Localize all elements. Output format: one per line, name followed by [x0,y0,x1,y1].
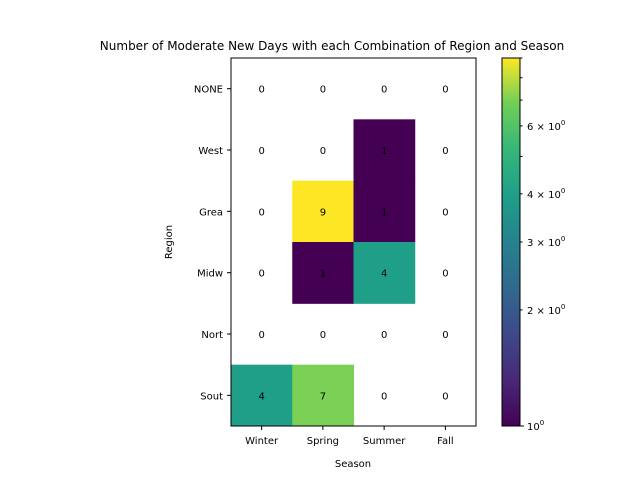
plot-frame [230,57,477,427]
heatmap-cell-value: 0 [320,330,326,341]
heatmap-cell-value: 0 [320,146,326,157]
heatmap-cell [292,180,354,243]
heatmap-cell-value: 0 [258,269,264,280]
colorbar-tick-label: 6 × 100 [527,119,565,133]
y-tick-label: Nort [201,330,223,341]
heatmap-cell-value: 0 [442,391,448,402]
heatmap-cell-value: 1 [381,146,387,157]
heatmap-cell [292,364,354,427]
heatmap-cell-value: 0 [442,330,448,341]
heatmap-cell-value: 0 [258,85,264,96]
heatmap-cell-value: 0 [381,85,387,96]
x-tick-label: Spring [307,436,339,447]
chart-title: Number of Moderate New Days with each Co… [100,39,564,53]
x-tick-label: Winter [245,436,279,447]
heatmap-cell [353,119,416,182]
heatmap-cells [231,119,416,427]
y-tick-label: Midw [197,269,223,280]
heatmap-cell-value: 0 [320,85,326,96]
heatmap-cell-value: 1 [381,207,387,218]
heatmap-cell-value: 0 [381,330,387,341]
y-axis-label: Region [164,225,175,259]
y-tick-label: Grea [199,207,223,218]
y-tick-label: NONE [194,85,223,96]
heatmap-cell-value: 0 [258,207,264,218]
heatmap-cell-value: 1 [320,269,326,280]
heatmap-cell-value: 0 [442,146,448,157]
heatmap-cell [353,242,416,304]
heatmap-cell-value: 0 [381,391,387,402]
colorbar: 100 2 × 100 3 × 100 4 × 100 6 × 100 [501,57,565,433]
heatmap-cell-value: 0 [442,269,448,280]
heatmap-cell [353,180,416,243]
x-tick-label: Fall [437,436,454,447]
colorbar-gradient [502,58,520,426]
y-tick-label: West [198,146,223,157]
y-axis-ticks: NONE West Grea Midw Nort Sout [194,85,231,402]
heatmap-cell-value: 4 [381,269,387,280]
colorbar-tick-label: 4 × 100 [527,187,565,201]
heatmap-cell-value: 4 [258,391,264,402]
heatmap-cell-value: 0 [442,207,448,218]
heatmap-cell-labels: 0 0 0 0 0 0 1 0 0 9 1 0 0 1 4 0 0 0 0 0 4 7 0 0 [258,85,448,403]
heatmap-cell [231,364,293,427]
colorbar-tick-label: 100 [527,419,544,433]
heatmap-cell-value: 0 [442,85,448,96]
heatmap-cell-value: 7 [320,391,326,402]
heatmap-cell-value: 0 [258,146,264,157]
heatmap-cell [292,242,354,304]
y-tick-label: Sout [200,391,223,402]
x-axis-ticks: Winter Spring Summer Fall [245,426,454,447]
heatmap-cell-value: 0 [258,330,264,341]
heatmap-cell-value: 9 [320,207,326,218]
x-tick-label: Summer [363,436,406,447]
colorbar-ticks: 100 2 × 100 3 × 100 4 × 100 6 × 100 [520,57,565,433]
x-axis-label: Season [335,459,371,470]
colorbar-tick-label: 2 × 100 [527,303,565,317]
colorbar-tick-label: 3 × 100 [527,235,565,249]
